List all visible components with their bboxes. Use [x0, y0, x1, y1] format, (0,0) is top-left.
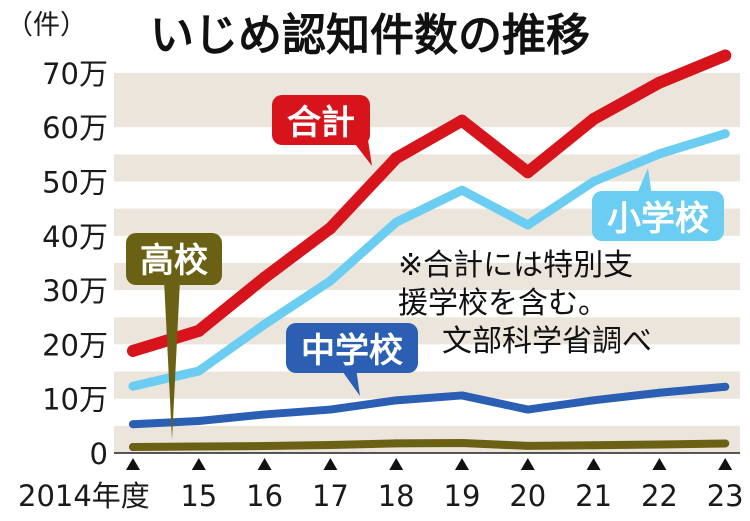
badge-junior-high-label: 中学校: [301, 331, 403, 371]
x-tick-label: 15: [180, 479, 217, 513]
x-tick-marker: [652, 458, 667, 470]
data-point: [194, 416, 203, 425]
series-lines: [127, 49, 732, 452]
data-point: [721, 439, 730, 448]
badge-total-label: 合計: [287, 103, 355, 143]
data-point: [523, 441, 532, 450]
x-tick-label: 23: [707, 479, 744, 513]
data-point: [589, 396, 598, 405]
badge-elementary-label: 小学校: [607, 199, 709, 239]
data-point: [391, 217, 401, 227]
data-point: [720, 129, 730, 139]
y-axis-unit-label: （件）: [6, 10, 87, 41]
note-line-1: ※合計には特別支: [398, 248, 633, 283]
data-point: [521, 166, 534, 179]
series-line-total: [127, 49, 732, 357]
data-point: [655, 440, 664, 449]
badge-elementary-box: [592, 191, 724, 241]
data-point: [653, 76, 666, 89]
data-point: [194, 366, 204, 376]
x-tick-marker: [257, 458, 272, 470]
data-point: [325, 276, 335, 286]
y-tick-label: 40万: [42, 220, 108, 254]
data-point: [456, 114, 468, 127]
data-point: [523, 220, 533, 230]
data-point: [324, 222, 337, 235]
x-axis: 2014年度 15 16 17 18 19 20 21 22 23: [18, 458, 744, 513]
x-tick-label: 17: [312, 479, 349, 513]
y-tick-label: 50万: [42, 166, 108, 200]
badge-high-school-box: [126, 233, 222, 285]
y-tick-label: 30万: [42, 274, 108, 308]
series-line-elementary: [128, 129, 730, 391]
data-point: [258, 271, 271, 284]
data-point: [260, 319, 270, 329]
data-point: [127, 344, 139, 357]
data-point: [458, 391, 466, 400]
data-point: [129, 443, 137, 452]
data-point: [458, 439, 466, 448]
y-tick-label: 0: [90, 437, 108, 471]
x-tick-label: 2014年度: [18, 479, 150, 513]
chart-title: いじめ認知件数の推移: [150, 10, 590, 61]
data-point: [654, 149, 664, 159]
badge-total-pointer: [352, 140, 372, 166]
data-point: [390, 152, 403, 165]
data-point: [260, 410, 269, 419]
note-line-3: 文部科学省調べ: [442, 324, 652, 359]
data-point: [129, 420, 137, 429]
x-tick-label: 19: [444, 479, 481, 513]
x-tick-marker: [455, 458, 469, 470]
x-tick-marker: [323, 458, 338, 470]
x-tick-marker: [586, 458, 601, 470]
legend-badge-elementary: 小学校: [592, 168, 724, 241]
data-point: [721, 382, 730, 391]
x-tick-label: 18: [378, 479, 415, 513]
badge-junior-high-box: [286, 323, 418, 373]
band-6: [114, 100, 740, 128]
series-line-high-school: [129, 439, 730, 452]
data-point: [392, 439, 401, 448]
data-point: [523, 405, 532, 414]
x-tick-marker: [191, 458, 206, 470]
data-point: [128, 381, 138, 391]
data-point: [326, 405, 335, 414]
note-line-2: 援学校を含む。: [398, 286, 608, 321]
badge-high-school-label: 高校: [140, 241, 208, 281]
data-point: [326, 440, 335, 449]
x-tick-label: 21: [575, 479, 612, 513]
x-tick-label: 22: [641, 479, 678, 513]
data-point: [457, 185, 467, 195]
x-tick-label: 16: [246, 479, 283, 513]
legend-badge-total: 合計: [272, 95, 372, 166]
x-tick-marker: [389, 458, 404, 470]
y-tick-label: 20万: [42, 328, 108, 362]
series-line-junior-high: [129, 382, 730, 429]
data-point: [392, 396, 401, 405]
data-point: [719, 49, 732, 62]
source-note: ※合計には特別支 援学校を含む。 文部科学省調べ: [398, 248, 652, 359]
y-tick-label: 60万: [42, 111, 108, 145]
data-point: [587, 113, 600, 126]
y-axis: 0 10万 20万 30万 40万 50万 60万 70万: [42, 57, 740, 471]
badge-junior-high-pointer: [340, 368, 360, 396]
legend-badge-high-school: 高校: [126, 233, 222, 440]
data-point: [260, 441, 269, 450]
x-tick-marker: [718, 458, 733, 470]
data-point: [194, 442, 203, 451]
x-tick-marker: [520, 458, 535, 470]
badge-elementary-pointer: [636, 168, 652, 196]
x-tick-label: 20: [509, 479, 546, 513]
badge-total-box: [272, 95, 370, 145]
badge-high-school-pointer: [164, 280, 180, 440]
data-point: [655, 388, 664, 397]
legend-badge-junior-high: 中学校: [286, 323, 418, 396]
x-tick-marker: [126, 458, 140, 470]
data-point: [192, 324, 205, 337]
y-tick-label: 70万: [42, 57, 108, 91]
data-point: [589, 177, 599, 186]
data-point: [589, 441, 598, 450]
y-tick-label: 10万: [42, 383, 108, 417]
